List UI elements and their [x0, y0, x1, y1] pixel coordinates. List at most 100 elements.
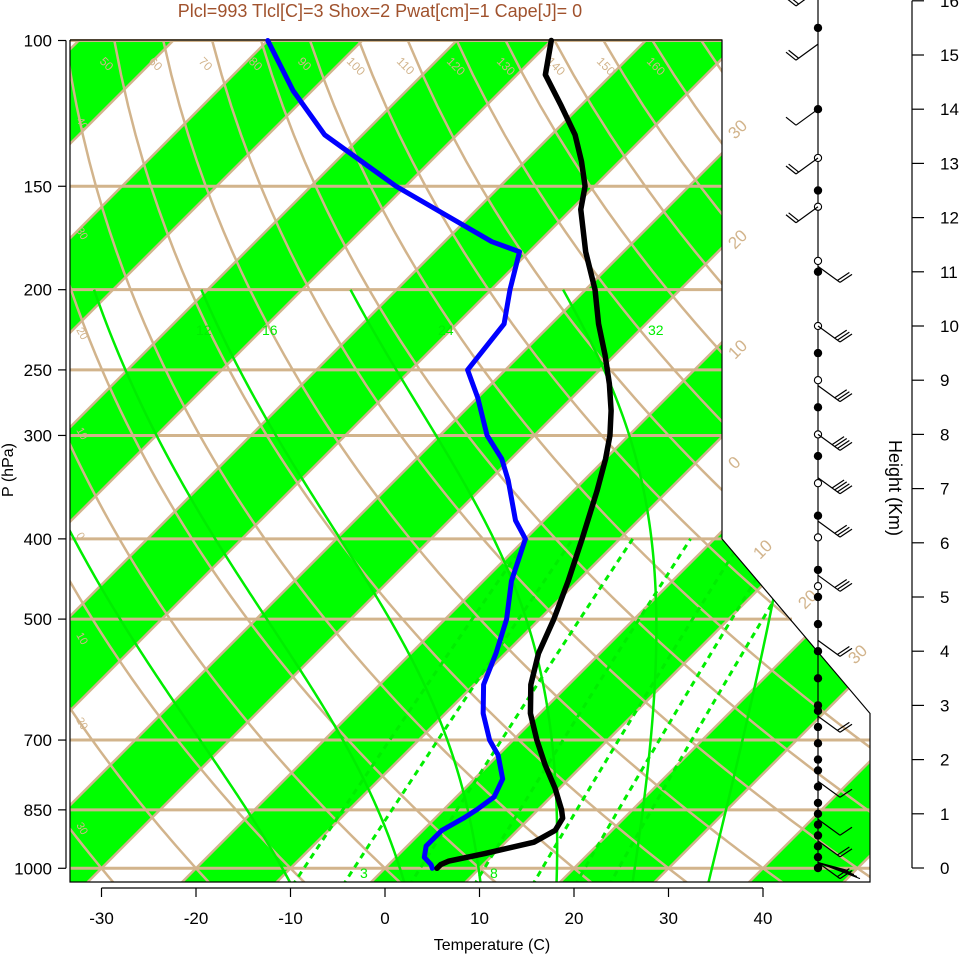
wind-barb-feather [834, 438, 848, 448]
mixing-ratio-line [530, 538, 744, 882]
wind-barb [795, 206, 819, 224]
wind-obs-dot [813, 267, 823, 276]
isotherm-band [178, 40, 870, 882]
dewpoint-series [265, 38, 528, 871]
dry-adiabat-line [113, 40, 692, 882]
mixing-ratio-label: 24 [438, 322, 454, 338]
wind-barb [817, 840, 841, 858]
height-tick-label: 10 [940, 317, 959, 336]
isotherm-line [70, 40, 647, 882]
isotherm-line [650, 40, 870, 882]
moist-adiabat-line [92, 289, 407, 882]
wind-barb-feather [834, 329, 848, 339]
wind-barb-feather [839, 273, 853, 283]
wind-barb [817, 818, 841, 836]
isotherm-line [70, 40, 742, 882]
wind-obs-dot [813, 798, 823, 808]
x-tick-label: 10 [470, 909, 489, 928]
wind-barb [817, 715, 841, 733]
wind-barb-feather [785, 116, 797, 126]
dry-adiabat-line [308, 40, 870, 882]
x-tick-label: -10 [278, 909, 303, 928]
isotherm-edge-label: 20 [73, 326, 90, 343]
y-tick-label: 850 [24, 801, 52, 820]
isotherm-line [461, 40, 870, 882]
dry-adiabat-line [406, 40, 870, 882]
wind-barb-feather [837, 483, 850, 493]
wind-interp-dot [813, 479, 823, 488]
wind-barb-feather [839, 826, 853, 836]
y-tick-label: 200 [24, 281, 52, 300]
height-tick-label: 15 [940, 46, 959, 65]
wind-obs-dot [813, 451, 823, 461]
height-tick-label: 6 [940, 534, 949, 553]
wind-barb-feather [834, 389, 848, 399]
isotherm-edge-label: 30 [73, 821, 90, 838]
isotherm-label: 70 [196, 54, 216, 74]
dry-adiabat-label: 10 [724, 336, 751, 363]
wind-barb-feather [788, 49, 800, 59]
isotherm-band [556, 40, 870, 882]
height-axis-label: Height (Km) [885, 440, 905, 536]
wind-barb-feather [785, 214, 797, 224]
wind-barb [795, 43, 819, 61]
x-tick-label: 20 [565, 909, 584, 928]
isotherm-edge-label: 40 [73, 116, 90, 133]
y-tick-label: 400 [24, 530, 52, 549]
height-tick-label: 16 [940, 0, 959, 11]
dry-adiabat-label: 30 [844, 641, 871, 668]
wind-obs-dot [813, 565, 823, 575]
wind-obs-dot [813, 755, 823, 764]
wind-barb [817, 862, 861, 880]
wind-barb [817, 265, 841, 283]
y-tick-label: 500 [24, 610, 52, 629]
dry-adiabat-line [162, 40, 788, 882]
wind-obs-dot [813, 186, 823, 195]
wind-obs-dot [813, 820, 823, 829]
wind-obs-dot [813, 852, 823, 862]
wind-obs-dot [813, 809, 823, 818]
wind-obs-dot [813, 592, 823, 602]
mixing-ratio-line [573, 538, 783, 882]
dewpoint-line [265, 38, 528, 871]
mixing-ratio-line [472, 538, 692, 882]
dry-adiabat-label: 20 [724, 226, 751, 253]
wind-obs-dot [813, 348, 823, 358]
isotherm-line [70, 40, 553, 882]
wind-barb-feather [837, 439, 850, 449]
isotherm-band [70, 40, 363, 882]
wind-barb [817, 433, 841, 451]
wind-barb-feather [785, 51, 797, 61]
isotherm-band [70, 40, 741, 882]
x-tick-label: -20 [184, 909, 209, 928]
wind-barb-feather [834, 481, 848, 491]
height-tick-label: 13 [940, 154, 959, 173]
wind-obs-dot [813, 403, 823, 412]
plot-frame [69, 39, 871, 883]
wind-barb-feather [834, 578, 848, 588]
wind-barb [795, 0, 806, 7]
dry-adiabat-line [259, 40, 870, 882]
height-tick-label: 5 [940, 588, 949, 607]
isotherm-band [70, 40, 552, 882]
wind-barb-feather [839, 647, 853, 657]
dry-adiabat-line [70, 40, 405, 882]
mixing-ratio-label: 3 [360, 865, 368, 881]
wind-barb-feather [792, 0, 800, 5]
dry-adiabat-label: 10 [749, 536, 776, 563]
wind-obs-dot [813, 831, 823, 840]
wind-barb-feather [839, 848, 853, 858]
wind-barb-feather [839, 788, 853, 798]
wind-obs-dot [813, 619, 823, 629]
wind-barb-feather [839, 333, 853, 343]
mixing-ratio-line [407, 538, 634, 882]
dry-adiabat-line [749, 40, 870, 882]
wind-barb-feather [839, 723, 853, 733]
y-axis-pressure: 100 150 200 250 300 400 500 700 850 1000 [14, 32, 67, 878]
wind-obs-dot [813, 739, 823, 748]
y-tick-label: 100 [24, 32, 52, 51]
wind-barb-feather [837, 580, 850, 590]
temperature-line [434, 37, 614, 872]
wind-barb [817, 520, 841, 538]
